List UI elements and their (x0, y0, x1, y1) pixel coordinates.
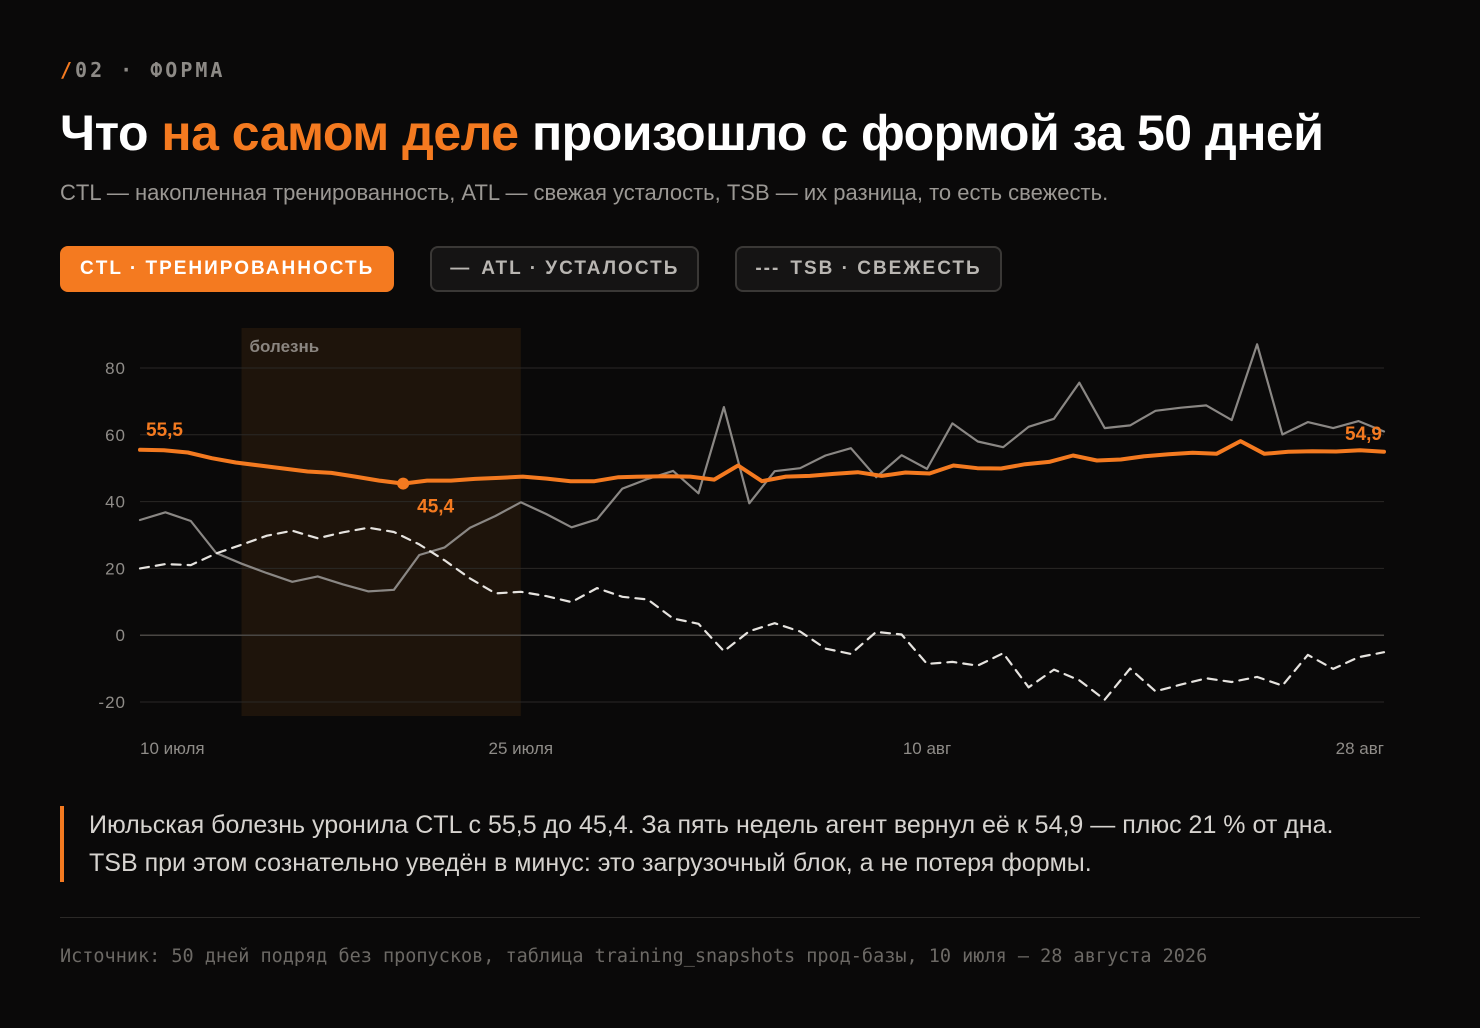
insight-callout: Июльская болезнь уронила CTL с 55,5 до 4… (60, 806, 1380, 882)
y-tick-label: -20 (98, 693, 126, 712)
legend-atl-label: ATL · УСТАЛОСТЬ (481, 258, 680, 279)
illness-band-label: болезнь (250, 337, 320, 356)
legend-toggle-ctl[interactable]: CTL · ТРЕНИРОВАННОСТЬ (60, 246, 395, 292)
y-tick-label: 80 (105, 359, 126, 378)
ctl-min-marker (397, 477, 410, 490)
page-subtitle: CTL — накопленная тренированность, ATL —… (60, 180, 1109, 205)
source-note: Источник: 50 дней подряд без пропусков, … (60, 946, 1208, 967)
series-line-atl (138, 343, 1386, 593)
form-chart: болезнь 80 60 40 20 0 -20 10 июля 25 июля 10 ав… (98, 328, 1386, 758)
y-tick-label: 40 (105, 493, 126, 512)
ctl-end-label: 54,9 (1345, 424, 1382, 445)
insight-text: Июльская болезнь уронила CTL с 55,5 до 4… (89, 811, 1334, 877)
legend-toggle-atl[interactable]: — ATL · УСТАЛОСТЬ (430, 246, 700, 292)
x-tick-label: 10 июля (140, 739, 205, 758)
legend-toggle-tsb[interactable]: --- TSB · СВЕЖЕСТЬ (735, 246, 1002, 292)
illness-band (241, 328, 521, 716)
series-line-tsb (138, 526, 1386, 701)
section-eyebrow: /02 · ФОРМА (60, 58, 225, 82)
ctl-min-label: 45,4 (417, 497, 454, 518)
page-title: Что на самом деле произошло с формой за … (60, 104, 1324, 162)
y-tick-label: 20 (105, 559, 126, 578)
x-tick-label: 25 июля (488, 739, 553, 758)
series-line-ctl (138, 439, 1386, 486)
title-post: произошло с формой за 50 дней (518, 105, 1324, 161)
title-pre: Что (60, 105, 162, 161)
x-tick-label: 10 авг (903, 739, 951, 758)
x-tick-label: 28 авг (1336, 739, 1384, 758)
series-legend: CTL · ТРЕНИРОВАННОСТЬ — ATL · УСТАЛОСТЬ … (60, 246, 1002, 292)
solid-line-icon: — (450, 258, 472, 279)
ctl-start-label: 55,5 (146, 420, 183, 441)
footer-divider (60, 917, 1420, 918)
legend-tsb-label: TSB · СВЕЖЕСТЬ (790, 258, 982, 279)
eyebrow-label: 02 · ФОРМА (75, 58, 226, 82)
title-accent: на самом деле (161, 105, 519, 161)
legend-ctl-label: CTL · ТРЕНИРОВАННОСТЬ (80, 258, 375, 279)
dashed-line-icon: --- (755, 258, 781, 279)
y-tick-label: 0 (116, 626, 126, 645)
y-tick-label: 60 (105, 426, 126, 445)
eyebrow-slash: / (60, 58, 76, 82)
